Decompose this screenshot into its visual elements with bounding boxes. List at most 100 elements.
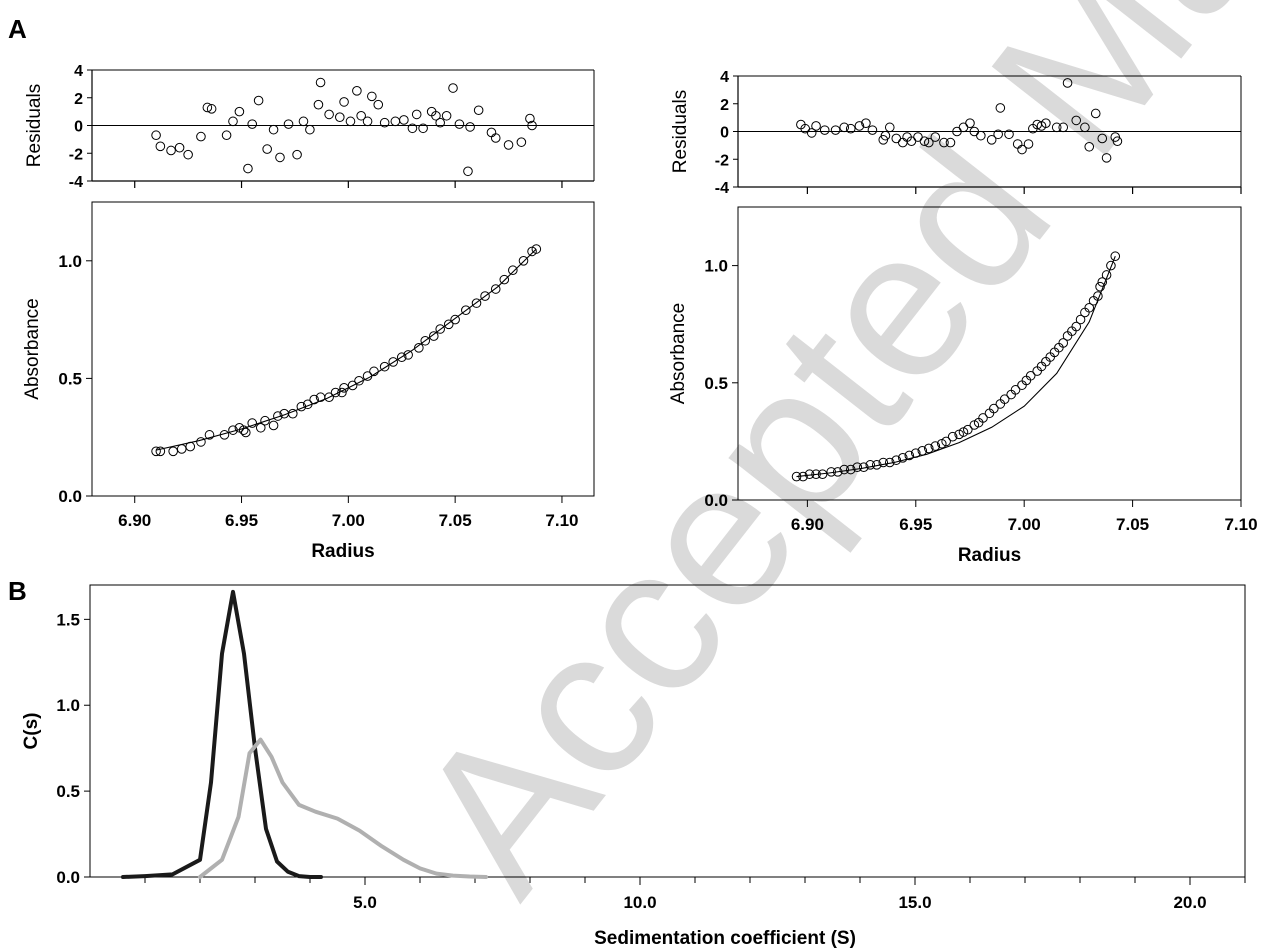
absorbance-point <box>428 331 439 341</box>
residual-point <box>262 144 272 154</box>
absorbance-point <box>414 343 424 353</box>
main-x-tick-label: 6.90 <box>791 515 824 534</box>
residual-point <box>1080 122 1090 133</box>
absorbance-point <box>826 467 837 477</box>
residual-point <box>253 95 264 106</box>
absorbance-point <box>1071 321 1082 332</box>
absorbance-point <box>989 403 999 414</box>
absorbance-point <box>241 427 251 438</box>
absorbance-point <box>865 460 876 470</box>
residual-point <box>352 86 362 96</box>
main-x-tick-label: 6.95 <box>225 511 258 530</box>
residual-point <box>151 130 161 141</box>
residual-point <box>811 121 821 131</box>
main-x-tick-label: 7.05 <box>439 511 472 530</box>
absorbance-point <box>858 462 869 472</box>
b-y-axis-label: C(s) <box>21 713 42 750</box>
main-x-tick-label: 7.05 <box>1116 515 1149 534</box>
residual-point <box>993 129 1003 140</box>
absorbance-point <box>443 319 454 330</box>
absorbance-point <box>435 324 445 334</box>
residual-point <box>228 116 238 127</box>
absorbance-point <box>354 375 364 386</box>
residual-point <box>473 105 484 116</box>
absorbance-point <box>461 305 471 315</box>
main-y-tick-label: 0.5 <box>704 374 728 393</box>
residual-point <box>202 102 213 113</box>
residual-point <box>1084 141 1095 152</box>
residual-point <box>407 123 418 134</box>
absorbance-point <box>151 446 161 457</box>
b-y-tick-label: 1.0 <box>56 696 80 715</box>
absorbance-point <box>1110 251 1121 262</box>
residual-point <box>390 116 401 127</box>
absorbance-point <box>791 471 802 482</box>
residual-point <box>298 116 309 127</box>
residuals-y-tick-label: -4 <box>715 180 729 197</box>
residual-point <box>830 125 841 135</box>
absorbance-point <box>811 469 821 480</box>
residual-point <box>305 124 315 135</box>
residual-point <box>995 103 1006 113</box>
residual-point <box>845 123 856 134</box>
residual-point <box>490 133 501 143</box>
series-line-black <box>121 589 323 879</box>
absorbance-point <box>403 350 413 360</box>
residual-point <box>324 109 334 120</box>
absorbance-point <box>176 444 187 454</box>
absorbance-point <box>369 366 379 377</box>
residual-point <box>196 131 206 142</box>
absorbance-point <box>388 357 399 367</box>
absorbance-point <box>255 422 266 433</box>
residuals-y-axis-label: Residuals <box>670 90 691 173</box>
residual-point <box>939 137 949 148</box>
residual-point <box>166 145 176 156</box>
residual-point <box>441 110 452 121</box>
residual-point <box>247 119 258 129</box>
residual-point <box>839 122 850 133</box>
main-x-axis-label: Radius <box>958 545 1021 566</box>
residual-point <box>454 119 465 129</box>
b-x-tick-label: 20.0 <box>1173 893 1206 912</box>
absorbance-point <box>871 460 882 470</box>
main-x-tick-label: 6.90 <box>118 511 151 530</box>
residual-point <box>418 123 428 134</box>
residual-point <box>527 120 537 131</box>
absorbance-point <box>1025 370 1036 381</box>
absorbance-point <box>1097 277 1108 287</box>
residual-point <box>268 124 279 135</box>
absorbance-point <box>852 462 863 472</box>
absorbance-point <box>379 361 390 372</box>
residual-point <box>174 142 185 153</box>
residual-point <box>356 110 366 121</box>
residual-point <box>463 166 473 177</box>
residual-point <box>965 118 975 128</box>
residuals-y-tick-label: 0 <box>720 125 729 142</box>
absorbance-point <box>1075 314 1086 325</box>
main-x-tick-label: 7.10 <box>545 511 578 530</box>
residual-point <box>334 112 345 122</box>
absorbance-point <box>337 387 347 398</box>
residual-point <box>525 113 535 124</box>
absorbance-point <box>1093 291 1103 301</box>
absorbance-point <box>309 394 319 405</box>
absorbance-point <box>362 371 373 381</box>
residual-point <box>986 135 997 145</box>
main-x-tick-label: 7.00 <box>332 511 365 530</box>
absorbance-point <box>804 469 815 480</box>
absorbance-point <box>531 244 542 254</box>
main-x-tick-label: 6.95 <box>899 515 932 534</box>
residual-point <box>923 137 934 148</box>
absorbance-point <box>910 448 921 458</box>
residuals-y-tick-label: 4 <box>720 69 729 86</box>
absorbance-point <box>296 401 307 412</box>
absorbance-point <box>347 380 358 391</box>
residual-point <box>339 97 349 107</box>
absorbance-point <box>798 471 808 482</box>
absorbance-point <box>891 455 902 465</box>
absorbance-point <box>204 430 215 440</box>
main-y-axis-label: Absorbance <box>22 298 43 399</box>
residual-point <box>465 122 475 132</box>
residual-point <box>379 117 390 128</box>
b-x-tick-label: 15.0 <box>898 893 931 912</box>
